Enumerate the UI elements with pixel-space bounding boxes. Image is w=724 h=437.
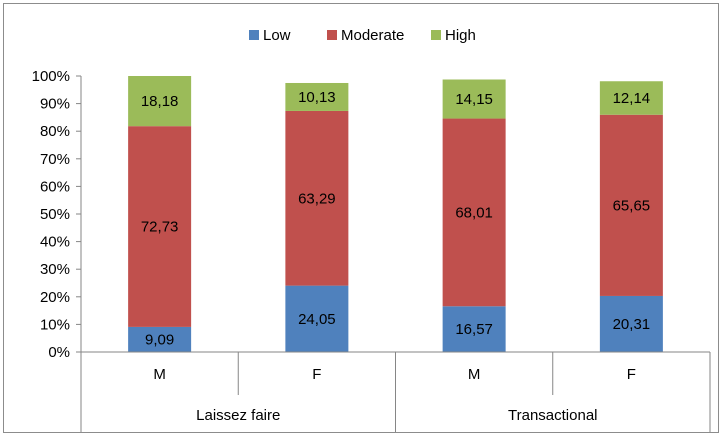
legend-label-moderate: Moderate: [341, 27, 404, 44]
legend-label-low: Low: [263, 27, 291, 44]
y-tick-label-0: 0%: [48, 344, 70, 361]
data-label-high-0: 18,18: [141, 93, 179, 110]
y-tick-label-9: 90%: [40, 96, 70, 113]
axes: 0% 10% 20% 30% 40% 50% 60% 70% 80% 90% 100% M F M F Lai…: [32, 68, 711, 432]
legend-swatch-low: [249, 30, 259, 40]
y-tick-label-10: 100%: [32, 68, 70, 85]
y-tick-label-1: 10%: [40, 316, 70, 333]
bar-low-1: [285, 285, 349, 352]
bar-moderate-0: [128, 126, 192, 327]
category-label-0: M: [153, 366, 166, 383]
category-label-1: F: [312, 366, 321, 383]
bar-low-3: [599, 295, 663, 352]
data-label-low-2: 16,57: [455, 321, 493, 338]
bar-low-0: [128, 326, 192, 352]
bar-high-2: [442, 79, 506, 119]
y-tick-label-5: 50%: [40, 206, 70, 223]
legend-swatch-moderate: [327, 30, 337, 40]
group-label-1: Transactional: [508, 407, 598, 424]
y-tick-label-7: 70%: [40, 151, 70, 168]
category-label-3: F: [627, 366, 636, 383]
data-label-high-3: 12,14: [613, 90, 651, 107]
plot-area: 9,09 72,73 18,18 24,05 63,29 10,13 16,57 68,01 1…: [128, 76, 663, 352]
legend-label-high: High: [445, 27, 476, 44]
data-label-low-0: 9,09: [145, 331, 174, 348]
data-label-moderate-2: 68,01: [455, 204, 493, 221]
data-label-moderate-3: 65,65: [613, 197, 651, 214]
bar-moderate-2: [442, 118, 506, 307]
data-label-low-1: 24,05: [298, 311, 336, 328]
stacked-bar-chart: Low Moderate High 9,09 72,73 18,18 24,05 63,29…: [32, 27, 711, 432]
group-label-0: Laissez faire: [196, 407, 280, 424]
y-tick-label-8: 80%: [40, 123, 70, 140]
bar-high-1: [285, 82, 349, 111]
legend-swatch-high: [431, 30, 441, 40]
data-label-low-3: 20,31: [613, 316, 651, 333]
data-label-high-2: 14,15: [455, 91, 493, 108]
bar-high-0: [128, 76, 192, 127]
bar-moderate-1: [285, 110, 349, 286]
data-label-moderate-1: 63,29: [298, 190, 336, 207]
chart-frame: Low Moderate High 9,09 72,73 18,18 24,05 63,29…: [3, 3, 719, 433]
data-label-moderate-0: 72,73: [141, 219, 179, 236]
bar-high-3: [599, 81, 663, 115]
y-tick-label-2: 20%: [40, 289, 70, 306]
legend: Low Moderate High: [249, 27, 476, 44]
data-label-high-1: 10,13: [298, 89, 336, 106]
y-tick-label-4: 40%: [40, 234, 70, 251]
y-tick-label-6: 60%: [40, 178, 70, 195]
bar-low-2: [442, 306, 506, 352]
y-tick-label-3: 30%: [40, 261, 70, 278]
bar-moderate-3: [599, 114, 663, 296]
category-label-2: M: [468, 366, 481, 383]
